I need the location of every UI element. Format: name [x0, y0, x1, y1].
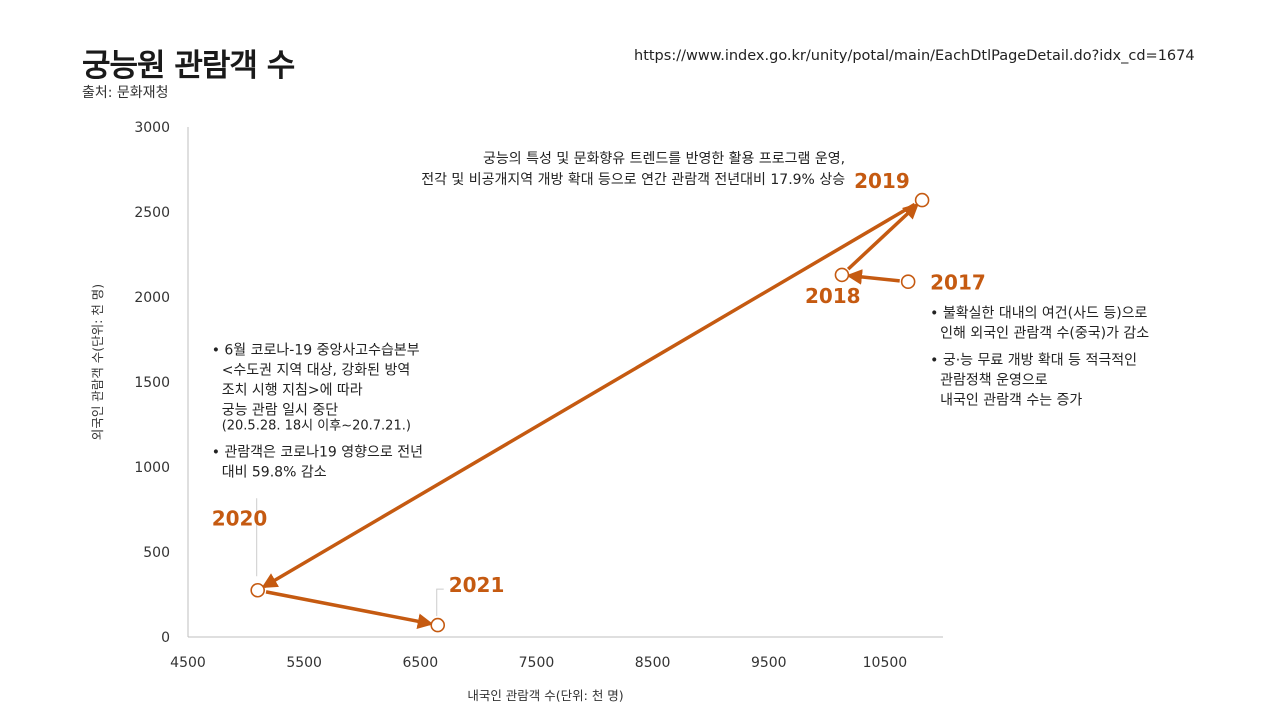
- y-tick-label: 0: [161, 630, 170, 646]
- x-tick-label: 9500: [751, 655, 787, 671]
- year-label-2020: 2020: [212, 506, 268, 530]
- x-tick-label: 7500: [519, 655, 555, 671]
- guide-line-2021: [436, 588, 444, 617]
- annotation-2019: 궁능의 특성 및 문화향유 트렌드를 반영한 활용 프로그램 운영,: [483, 151, 845, 167]
- data-point-2017: [900, 274, 916, 290]
- x-tick-label: 6500: [402, 655, 438, 671]
- y-tick-label: 1500: [134, 375, 170, 391]
- y-tick-label: 2500: [134, 205, 170, 221]
- source-text: 출처: 문화재청: [82, 85, 169, 101]
- y-tick-label: 2000: [134, 290, 170, 306]
- y-tick-label: 500: [143, 545, 170, 561]
- arrow-2019-2020: [261, 202, 916, 589]
- data-point-2019: [914, 192, 930, 208]
- source-url: https://www.index.go.kr/unity/potal/main…: [634, 48, 1195, 64]
- y-tick-label: 1000: [134, 460, 170, 476]
- year-label-2017: 2017: [930, 271, 986, 295]
- year-label-2021: 2021: [449, 573, 505, 597]
- annotation-2019: 전각 및 비공개지역 개방 확대 등으로 연간 관람객 전년대비 17.9% 상…: [421, 172, 845, 188]
- x-tick-label: 8500: [635, 655, 671, 671]
- annotation-2017-a: • 불확실한 대내의 여건(사드 등)으로: [930, 306, 1147, 322]
- annotation-2020-date: (20.5.28. 18시 이후~20.7.21.): [222, 418, 411, 433]
- annotation-2020-a: 조치 시행 지침>에 따라: [222, 382, 363, 398]
- annotation-2017-b: 내국인 관람객 수는 증가: [940, 393, 1082, 409]
- annotation-2017-b: 관람정책 운영으로: [940, 373, 1048, 389]
- x-tick-label: 4500: [170, 655, 206, 671]
- y-tick-label: 3000: [134, 120, 170, 136]
- y-axis-title: 외국인 관람객 수(단위: 천 명): [90, 284, 105, 440]
- year-label-2018: 2018: [805, 284, 861, 308]
- x-tick-label: 10500: [863, 655, 908, 671]
- arrow-2018-2019: [846, 203, 919, 271]
- arrow-2020-2021: [265, 590, 434, 630]
- x-axis-title: 내국인 관람객 수(단위: 천 명): [467, 688, 623, 703]
- page-title: 궁능원 관람객 수: [82, 48, 295, 84]
- data-point-2021: [430, 617, 446, 633]
- annotation-2020-b: 대비 59.8% 감소: [222, 464, 327, 480]
- annotation-2017-a: 인해 외국인 관람객 수(중국)가 감소: [940, 326, 1149, 342]
- annotation-2020-a: 궁능 관람 일시 중단: [222, 402, 339, 418]
- annotation-2020-a: • 6월 코로나-19 중앙사고수습본부: [212, 342, 420, 358]
- annotation-2020-b: • 관람객은 코로나19 영향으로 전년: [212, 444, 423, 460]
- data-point-2018: [834, 267, 850, 283]
- x-tick-label: 5500: [286, 655, 322, 671]
- annotation-2017-b: • 궁·능 무료 개방 확대 등 적극적인: [930, 353, 1137, 369]
- arrow-2017-2018: [846, 269, 900, 285]
- data-point-2020: [250, 582, 265, 598]
- annotation-2020-a: <수도권 지역 대상, 강화된 방역: [222, 362, 411, 378]
- year-label-2019: 2019: [854, 169, 910, 193]
